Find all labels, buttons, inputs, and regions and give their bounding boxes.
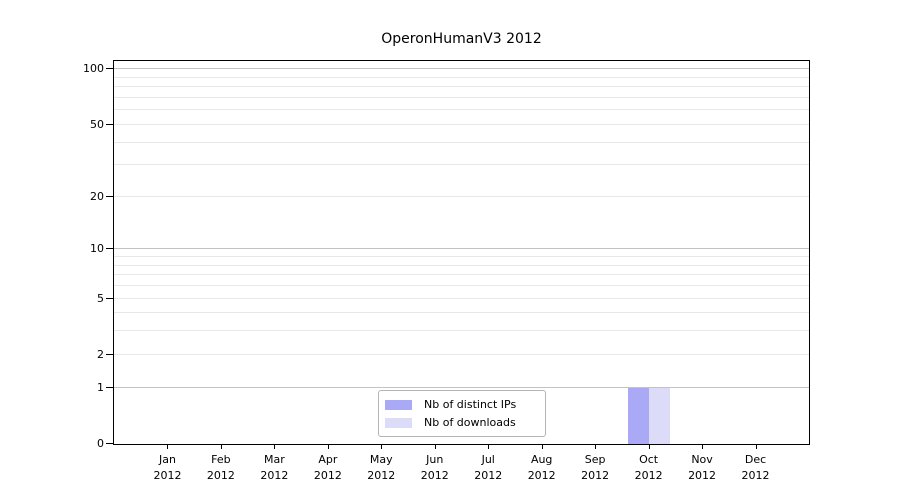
x-tick (702, 444, 704, 449)
x-label-month: Jun (426, 453, 444, 466)
x-label-month: Sep (584, 453, 606, 466)
x-tick (327, 444, 329, 449)
legend-swatch-downloads (385, 417, 412, 428)
x-tick (488, 444, 490, 449)
y-tick-label: 5 (97, 291, 104, 305)
x-label-month: Oct (639, 453, 659, 466)
x-label-month: Dec (744, 453, 767, 466)
x-tick-label: Jun 2012 (404, 452, 466, 483)
x-label-year: 2012 (474, 468, 503, 482)
x-label-year: 2012 (260, 468, 289, 482)
x-label-year: 2012 (367, 468, 396, 482)
x-tick-label: Dec 2012 (725, 452, 787, 483)
gridlines-layer (114, 61, 809, 444)
x-label-month: Jul (481, 453, 495, 466)
y-axis: 0 1 2 5 10 20 50 100 (83, 61, 809, 450)
gridline-major (114, 68, 809, 70)
legend-label-distinct-ips: Nb of distinct IPs (424, 398, 517, 411)
x-axis: Jan 2012 Feb 2012 Mar 2012 Apr 2012 May 2012 Jun 20… (114, 61, 809, 482)
x-tick-label: Aug 2012 (511, 452, 573, 483)
x-tick-label: Sep 2012 (564, 452, 626, 483)
plot-area: 0 1 2 5 10 20 50 100 Jan 2012 Feb 2012 Mar 2012 Apr 20… (83, 60, 810, 482)
x-tick-label: Feb 2012 (190, 452, 252, 483)
chart-title: OperonHumanV3 2012 (381, 31, 542, 47)
y-tick (106, 443, 113, 444)
gridline-minor (114, 353, 809, 355)
x-tick-label: May 2012 (350, 452, 412, 483)
gridline-major (114, 386, 809, 388)
x-tick-label: Nov 2012 (671, 452, 733, 483)
x-tick (755, 444, 757, 449)
gridline-minor (114, 123, 809, 125)
legend-swatch-distinct-ips (385, 399, 412, 410)
x-label-year: 2012 (420, 468, 449, 482)
gridline-minor (114, 297, 809, 299)
gridline-minor (114, 97, 809, 98)
gridline-minor (114, 86, 809, 88)
x-label-year: 2012 (688, 468, 717, 482)
x-tick (220, 444, 222, 449)
y-tick (106, 248, 113, 250)
y-tick (106, 386, 113, 388)
gridline-minor (114, 256, 809, 258)
x-tick (381, 444, 383, 449)
x-label-month: Feb (211, 453, 231, 466)
gridline-minor (114, 274, 809, 276)
y-tick-label: 2 (97, 347, 104, 361)
x-tick (541, 444, 543, 449)
y-tick-label: 100 (83, 62, 104, 76)
y-tick-label: 10 (90, 242, 104, 256)
gridline-minor (114, 312, 809, 314)
x-label-year: 2012 (206, 468, 235, 482)
x-label-year: 2012 (581, 468, 610, 482)
y-tick-label: 50 (90, 117, 104, 131)
x-tick (595, 444, 597, 449)
x-tick (167, 444, 169, 449)
x-label-year: 2012 (313, 468, 342, 482)
x-label-month: Jan (158, 453, 176, 466)
x-label-month: Aug (530, 453, 553, 466)
y-tick (106, 68, 113, 70)
x-tick (274, 444, 276, 449)
legend-label-downloads: Nb of downloads (424, 416, 516, 429)
y-tick-label: 0 (97, 437, 104, 450)
x-label-month: Nov (691, 453, 713, 466)
legend: Nb of distinct IPs Nb of downloads (378, 390, 546, 437)
gridline-minor (114, 264, 809, 266)
x-label-year: 2012 (527, 468, 556, 482)
x-tick (434, 444, 436, 449)
x-label-year: 2012 (634, 468, 663, 482)
legend-entry-downloads: Nb of downloads (385, 416, 545, 429)
x-tick-label: Apr 2012 (297, 452, 359, 483)
y-tick (106, 195, 113, 197)
x-tick-label: Jul 2012 (457, 452, 519, 483)
x-label-year: 2012 (741, 468, 770, 482)
gridline-minor (114, 285, 809, 287)
x-tick-label: Mar 2012 (243, 452, 305, 483)
gridline-minor (114, 195, 809, 197)
y-tick (106, 353, 113, 355)
gridline-minor (114, 76, 809, 78)
y-tick-label: 1 (97, 380, 104, 394)
bar-distinct-ips (627, 387, 649, 444)
legend-entry-distinct-ips: Nb of distinct IPs (385, 398, 545, 411)
x-tick-label: Jan 2012 (136, 452, 198, 483)
x-label-month: May (369, 453, 393, 466)
y-tick (106, 123, 113, 125)
x-tick (648, 444, 650, 449)
x-label-year: 2012 (153, 468, 182, 482)
bars-layer (114, 61, 809, 444)
x-label-month: Apr (318, 453, 338, 466)
x-tick-label: Oct 2012 (618, 452, 680, 483)
gridline-major (114, 248, 809, 250)
y-tick (106, 297, 113, 299)
gridline-minor (114, 109, 809, 111)
gridline-minor (114, 164, 809, 166)
x-label-month: Mar (263, 453, 285, 466)
bar-downloads (648, 387, 670, 444)
gridline-minor (114, 141, 809, 143)
y-tick-label: 20 (90, 189, 104, 203)
gridline-minor (114, 330, 809, 332)
